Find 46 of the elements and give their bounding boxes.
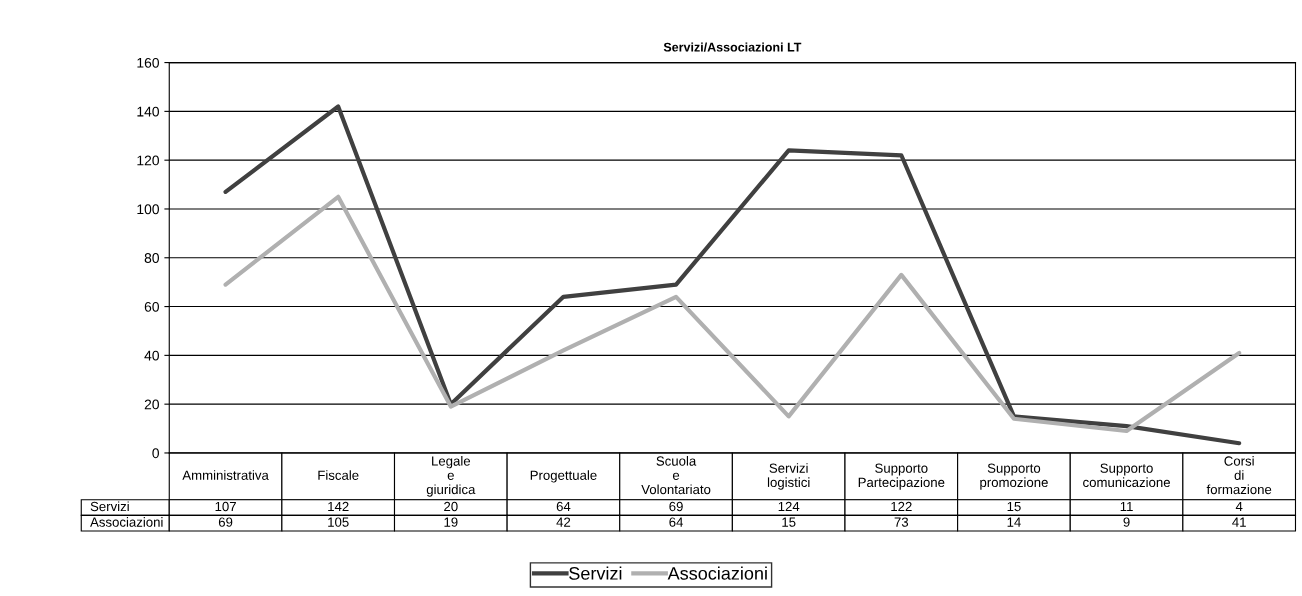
- data-label: 20: [444, 501, 458, 512]
- line-series: [223, 194, 1242, 434]
- y-tick-label: 60: [144, 301, 159, 312]
- y-tick-label: 160: [137, 57, 159, 68]
- data-label: 107: [215, 501, 236, 512]
- data-label: 64: [556, 501, 571, 512]
- legend-label: Associazioni: [667, 566, 767, 580]
- x-tick-label: Amministrativa: [182, 470, 269, 480]
- x-tick-label: Legale e giuridica: [426, 456, 476, 497]
- y-tick-label: 100: [137, 204, 159, 215]
- data-label: 14: [1007, 517, 1021, 527]
- data-label: 69: [218, 517, 233, 527]
- text: Servizi: [90, 501, 129, 512]
- data-label: 15: [782, 517, 796, 527]
- text: Associazioni: [90, 517, 163, 527]
- y-tick-label: 140: [137, 106, 159, 117]
- y-tick-label: 80: [144, 253, 159, 263]
- data-label: 41: [1232, 517, 1246, 527]
- x-tick-label: Servizi logistici: [767, 463, 810, 490]
- x-tick-label: Supporto promozione: [980, 463, 1048, 490]
- y-tick-label: 40: [144, 350, 159, 361]
- y-tick-label: 0: [152, 448, 159, 459]
- data-label: 11: [1120, 501, 1133, 512]
- y-tick-label: 20: [144, 399, 159, 410]
- legend-label: Servizi: [569, 566, 622, 580]
- data-label: 42: [556, 517, 571, 527]
- data-label: 142: [328, 501, 349, 512]
- data-label: 15: [1007, 501, 1021, 512]
- data-label: 73: [894, 517, 909, 527]
- x-tick-label: Supporto comunicazione: [1083, 463, 1170, 488]
- x-tick-label: Corsi di formazione: [1206, 456, 1272, 495]
- data-label: 105: [328, 517, 349, 527]
- data-label: 19: [444, 517, 458, 527]
- x-tick-label: Supporto Partecipazione: [858, 463, 945, 490]
- data-label: 69: [669, 501, 683, 512]
- chart-title: Servizi/Associazioni LT: [663, 42, 802, 52]
- x-tick-label: Scuola e Volontariato: [641, 456, 711, 495]
- line-series: [223, 104, 1242, 446]
- data-label: 64: [669, 517, 684, 527]
- x-tick-label: Fiscale: [318, 470, 359, 480]
- data-label: 4: [1235, 501, 1243, 512]
- y-tick-label: 120: [137, 155, 159, 166]
- data-label: 9: [1123, 517, 1130, 527]
- data-label: 122: [891, 501, 912, 512]
- x-tick-label: Progettuale: [530, 470, 597, 483]
- data-label: 124: [778, 501, 800, 512]
